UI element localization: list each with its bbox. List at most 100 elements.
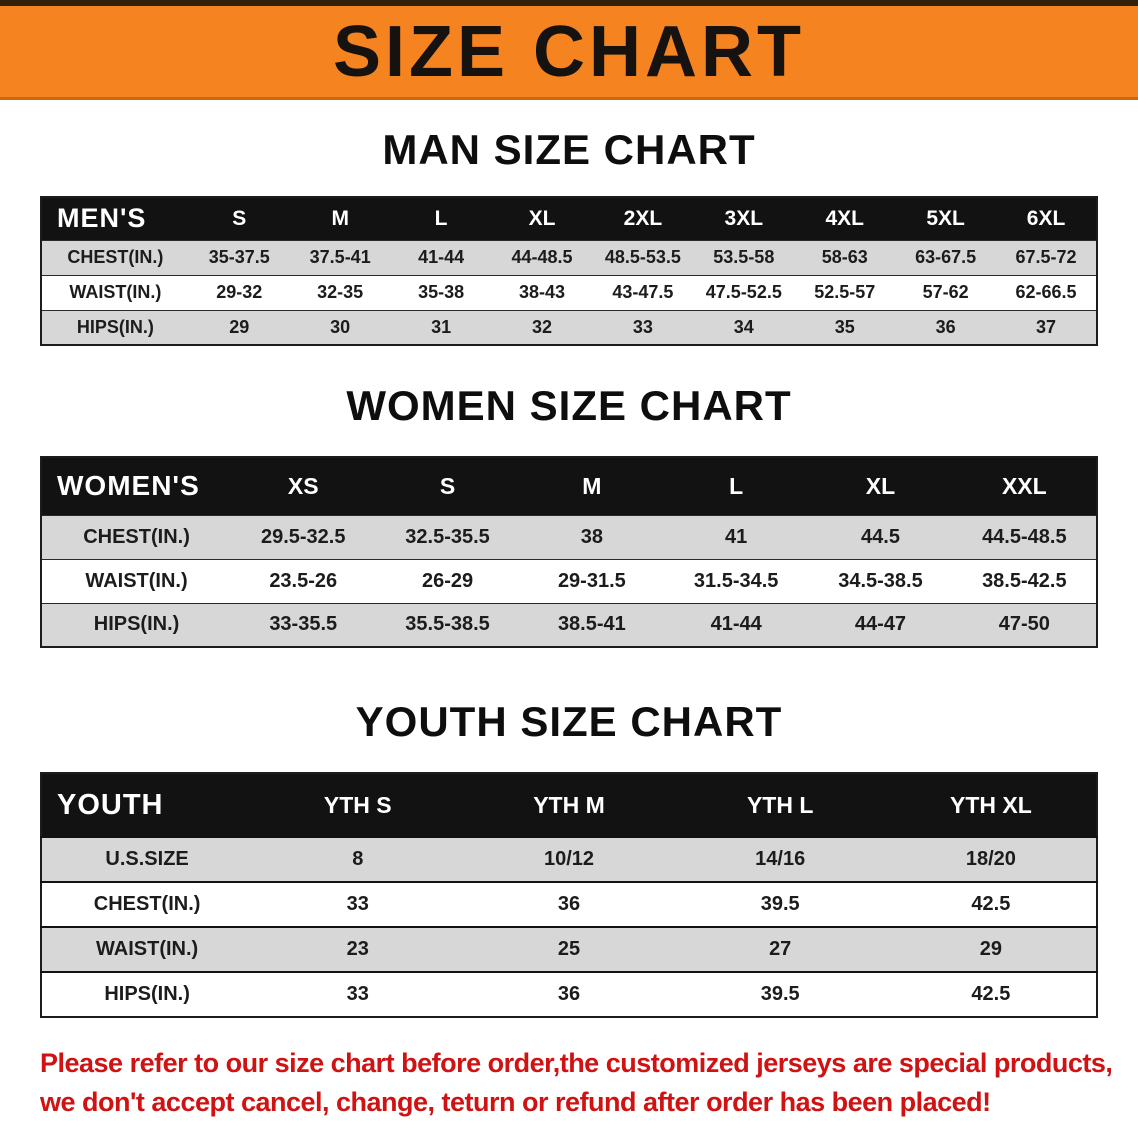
value-cell: 33: [632, 316, 653, 337]
table-row: HIPS(IN.) 29 30 31 32 33 34 35 36 37: [41, 310, 1097, 345]
table-body: CHEST(IN.) 35-37.5 37.5-41 41-44 44-48.5 48.5…: [41, 240, 1097, 345]
value-cell: 42.5: [971, 983, 1011, 1005]
value-cell: 29: [979, 938, 1003, 960]
value-cell: 44-47: [854, 613, 907, 636]
column-header: 2XL: [623, 206, 663, 230]
column-header: XL: [528, 206, 556, 230]
section-heading: WOMEN SIZE CHART: [346, 382, 792, 429]
value-cell: 47.5-52.5: [705, 282, 782, 302]
row-label: CHEST(IN.): [93, 893, 201, 915]
value-cell: 35-38: [418, 282, 465, 302]
value-cell: 27: [769, 938, 792, 960]
value-cell: 47-50: [998, 613, 1050, 636]
value-cell: 32-35: [317, 282, 364, 302]
value-cell: 41-44: [418, 247, 465, 267]
column-header: YTH L: [746, 791, 814, 818]
column-header: L: [434, 206, 448, 230]
value-cell: 14/16: [755, 848, 806, 870]
value-cell: 23.5-26: [269, 569, 338, 592]
table-row: WAIST(IN.) 23.5-26 26-29 29-31.5 31.5-34.5 34…: [41, 559, 1097, 603]
value-cell: 29-32: [216, 282, 263, 302]
size-table: YOUTH YTH S YTH M YTH L YTH XL U.S.SIZE 8 10/12…: [40, 772, 1098, 1018]
value-cell: 29: [229, 316, 250, 337]
value-cell: 36: [557, 983, 581, 1005]
column-header: 4XL: [825, 206, 864, 230]
column-header: XXL: [1001, 472, 1047, 499]
value-cell: 8: [352, 848, 364, 870]
value-cell: 25: [557, 938, 581, 960]
column-header: 6XL: [1026, 206, 1066, 230]
value-cell: 18/20: [965, 848, 1016, 870]
value-cell: 33: [346, 983, 369, 1005]
row-label: CHEST(IN.): [67, 247, 164, 267]
value-cell: 67.5-72: [1015, 247, 1077, 267]
table-row: U.S.SIZE 8 10/12 14/16 18/20: [41, 837, 1097, 882]
table-head: WOMEN'S XS S M L XL XXL: [41, 457, 1097, 515]
value-cell: 29.5-32.5: [260, 525, 346, 548]
value-cell: 63-67.5: [915, 247, 977, 267]
value-cell: 30: [330, 316, 351, 337]
value-cell: 44.5-48.5: [982, 525, 1067, 548]
sections-root: MAN SIZE CHART MEN'S S M L XL 2XL 3XL 4XL 5XL 6XL C…: [0, 126, 1138, 1018]
row-label: HIPS(IN.): [76, 316, 154, 337]
section-heading: MAN SIZE CHART: [382, 126, 756, 173]
value-cell: 36: [935, 316, 956, 337]
value-cell: 34: [733, 316, 754, 337]
value-cell: 38-43: [518, 282, 566, 302]
table-title-cell: YOUTH: [57, 788, 164, 821]
column-header: YTH XL: [950, 791, 1032, 818]
value-cell: 34.5-38.5: [838, 569, 923, 592]
column-header: S: [439, 472, 456, 499]
value-cell: 53.5-58: [713, 247, 775, 267]
section-man-size-chart: MAN SIZE CHART MEN'S S M L XL 2XL 3XL 4XL 5XL 6XL C…: [0, 126, 1138, 346]
value-cell: 48.5-53.5: [604, 247, 681, 267]
table-head: YOUTH YTH S YTH M YTH L YTH XL: [41, 773, 1097, 837]
section-heading: YOUTH SIZE CHART: [355, 698, 783, 745]
column-header: M: [331, 206, 349, 230]
value-cell: 37: [1036, 316, 1057, 337]
column-header: YTH S: [323, 791, 392, 818]
size-table: WOMEN'S XS S M L XL XXL CHEST(IN.) 29.5-32.5 32.5…: [40, 456, 1098, 648]
table-title-cell: MEN'S: [57, 203, 147, 234]
table-row: CHEST(IN.) 33 36 39.5 42.5: [41, 882, 1097, 927]
table-head: MEN'S S M L XL 2XL 3XL 4XL 5XL 6XL: [41, 197, 1097, 240]
table-header-row: YOUTH YTH S YTH M YTH L YTH XL: [41, 773, 1097, 837]
column-header: XS: [287, 472, 319, 499]
value-cell: 36: [557, 893, 581, 915]
table-body: U.S.SIZE 8 10/12 14/16 18/20 CHEST(IN.) 33 36 39…: [41, 837, 1097, 1017]
notice-line-1: Please refer to our size chart before or…: [40, 1048, 1113, 1078]
value-cell: 33: [346, 893, 369, 915]
table-header-row: MEN'S S M L XL 2XL 3XL 4XL 5XL 6XL: [41, 197, 1097, 240]
value-cell: 32.5-35.5: [405, 525, 490, 548]
table-row: WAIST(IN.) 29-32 32-35 35-38 38-43 43-47.5 47.…: [41, 275, 1097, 310]
banner-title: SIZE CHART: [333, 11, 805, 92]
column-header: YTH M: [533, 791, 605, 818]
row-label: HIPS(IN.): [93, 613, 180, 636]
row-label: WAIST(IN.): [69, 282, 162, 302]
value-cell: 57-62: [922, 282, 969, 302]
value-cell: 52.5-57: [814, 282, 876, 302]
value-cell: 35: [834, 316, 855, 337]
section-youth-size-chart: YOUTH SIZE CHART YOUTH YTH S YTH M YTH L YTH …: [0, 698, 1138, 1018]
size-table: MEN'S S M L XL 2XL 3XL 4XL 5XL 6XL CHEST(IN.) 35-37…: [40, 196, 1098, 346]
value-cell: 23: [346, 938, 369, 960]
banner: SIZE CHART: [0, 0, 1138, 100]
table-title-cell: WOMEN'S: [57, 470, 200, 502]
column-header: M: [582, 472, 602, 499]
value-cell: 33-35.5: [269, 613, 338, 636]
column-header: XL: [865, 472, 896, 499]
column-header: S: [232, 206, 247, 230]
footer-notice: Please refer to our size chart before or…: [40, 1044, 1138, 1122]
table-header-row: WOMEN'S XS S M L XL XXL: [41, 457, 1097, 515]
value-cell: 42.5: [971, 893, 1011, 915]
value-cell: 35.5-38.5: [405, 613, 490, 636]
row-label: U.S.SIZE: [105, 848, 189, 870]
value-cell: 38: [580, 525, 603, 548]
table-row: WAIST(IN.) 23 25 27 29: [41, 927, 1097, 972]
value-cell: 38.5-41: [557, 613, 626, 636]
column-header: L: [729, 472, 744, 499]
column-header: 3XL: [724, 206, 764, 230]
value-cell: 31: [431, 316, 452, 337]
section-women-size-chart: WOMEN SIZE CHART WOMEN'S XS S M L XL XXL CHEST(I…: [0, 382, 1138, 648]
charts-area: MAN SIZE CHART MEN'S S M L XL 2XL 3XL 4XL 5XL 6XL C…: [0, 126, 1138, 1018]
